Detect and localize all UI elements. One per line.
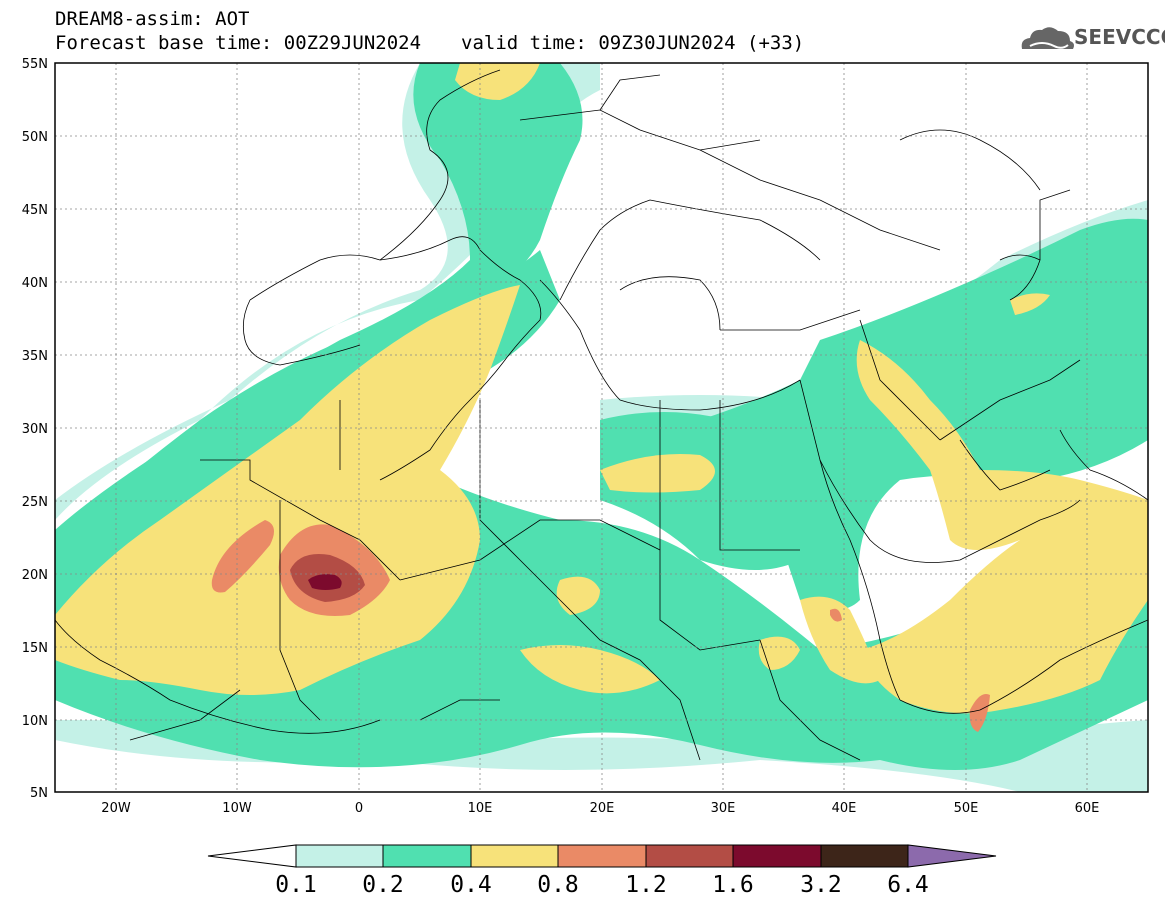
aot-field-yellow	[520, 645, 660, 694]
logo-text: SEEVCCC	[1074, 25, 1165, 49]
colorbar-label: 1.2	[625, 872, 667, 898]
map-frame	[54, 62, 1149, 793]
lon-label: 20E	[590, 801, 615, 816]
aot-field-yellow	[455, 63, 540, 100]
lon-label: 50E	[954, 801, 979, 816]
aot-field-yellow	[856, 340, 1148, 714]
time-info: Forecast base time: 00Z29JUN2024 valid ti…	[55, 33, 804, 53]
lon-label: 10W	[222, 801, 252, 816]
country-borders	[55, 69, 1148, 761]
colorbar	[207, 844, 997, 868]
aot-field-yellow	[758, 636, 800, 670]
aot-field-yellow	[600, 454, 715, 493]
lat-label: 5N	[30, 786, 48, 801]
lat-label: 45N	[22, 203, 48, 218]
lon-label: 60E	[1075, 801, 1100, 816]
colorbar-label: 0.8	[537, 872, 579, 898]
colorbar-segment	[645, 844, 734, 868]
colorbar-segment	[557, 844, 647, 868]
lon-label: 0	[355, 801, 363, 816]
base-time: Forecast base time: 00Z29JUN2024	[55, 32, 422, 54]
aot-fields	[55, 63, 1148, 792]
lon-label: 40E	[832, 801, 857, 816]
colorbar-segment	[470, 844, 559, 868]
valid-time: valid time: 09Z30JUN2024 (+33)	[461, 32, 805, 54]
colorbar-label: 1.6	[712, 872, 754, 898]
lat-label: 35N	[22, 349, 48, 364]
lat-label: 40N	[22, 276, 48, 291]
colorbar-label: 0.1	[275, 872, 317, 898]
colorbar-label: 3.2	[800, 872, 842, 898]
lon-label: 20W	[101, 801, 131, 816]
aot-field-yellow	[800, 596, 880, 684]
aot-field-yellow	[55, 285, 520, 695]
cloud-icon	[1021, 27, 1074, 49]
lat-label: 30N	[22, 422, 48, 437]
colorbar-labels: 0.1 0.2 0.4 0.8 1.2 1.6 3.2 6.4	[275, 872, 929, 898]
aot-field-darkred	[308, 574, 342, 590]
colorbar-segment	[732, 844, 822, 868]
colorbar-label: 0.4	[450, 872, 492, 898]
aot-field-orange	[969, 694, 990, 732]
colorbar-label: 0.2	[362, 872, 404, 898]
map-title: DREAM8-assim: AOT	[55, 8, 250, 30]
lat-label: 25N	[22, 495, 48, 510]
aot-field-orange	[211, 520, 274, 593]
colorbar-label: 6.4	[887, 872, 929, 898]
lon-label: 10E	[468, 801, 493, 816]
aot-field-green	[600, 412, 800, 570]
colorbar-segment	[382, 844, 472, 868]
lon-label: 30E	[711, 801, 736, 816]
lat-label: 15N	[22, 641, 48, 656]
aot-field-orange	[830, 608, 842, 622]
lat-label: 50N	[22, 130, 48, 145]
aot-field-yellow	[556, 576, 600, 615]
colorbar-arrow-left	[207, 844, 297, 868]
colorbar-segment	[295, 844, 384, 868]
lon-tick-labels: 20W 10W 0 10E 20E 30E 40E 50E 60E	[101, 801, 1099, 816]
colorbar-segment	[820, 844, 909, 868]
colorbar-arrow-right	[907, 844, 997, 868]
map-panel: 55N 50N 45N 40N 35N 30N 25N 20N 15N 10N …	[22, 57, 1149, 816]
lat-label: 20N	[22, 568, 48, 583]
aot-field-yellow	[1010, 293, 1050, 315]
lat-tick-labels: 55N 50N 45N 40N 35N 30N 25N 20N 15N 10N …	[22, 57, 48, 801]
lat-label: 10N	[22, 714, 48, 729]
grid-lines	[55, 63, 1148, 792]
lat-label: 55N	[22, 57, 48, 72]
